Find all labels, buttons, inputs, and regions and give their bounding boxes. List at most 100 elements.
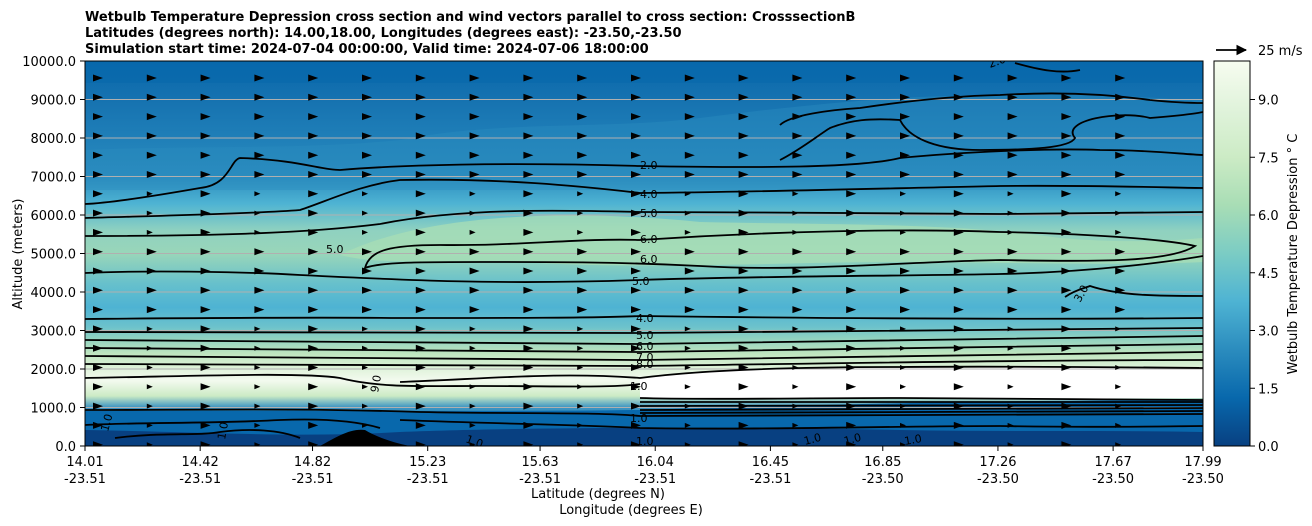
- wind-vector: [200, 132, 211, 140]
- wind-vector: [415, 344, 426, 352]
- wind-vector: [900, 93, 910, 101]
- wind-vector: [93, 402, 103, 410]
- wind-vector: [1061, 74, 1072, 82]
- wind-vector: [415, 113, 426, 121]
- wind-vector: [1115, 171, 1126, 178]
- wind-vector: [254, 113, 265, 121]
- wind-vector: [1061, 344, 1072, 352]
- contour-label: 1.0: [636, 435, 654, 448]
- wind-vector: [415, 402, 426, 410]
- contour-line: [639, 404, 1203, 407]
- wind-vector: [415, 228, 426, 236]
- wind-vector: [93, 132, 103, 140]
- wind-vector: [684, 306, 695, 314]
- wind-vector: [1115, 306, 1126, 314]
- wind-vector: [792, 93, 803, 101]
- wind-vector: [900, 286, 910, 294]
- wind-vector: [1115, 267, 1126, 275]
- wind-vector: [469, 442, 476, 446]
- wind-vector: [631, 132, 641, 140]
- wind-vector: [308, 364, 319, 371]
- wind-vector: [1061, 421, 1072, 429]
- wind-vector: [362, 286, 372, 294]
- title-line-2: Latitudes (degrees north): 14.00,18.00, …: [85, 26, 682, 41]
- wind-vector: [900, 306, 910, 314]
- wind-vector: [953, 113, 964, 121]
- wind-vector: [362, 191, 368, 197]
- wind-vector: [738, 113, 749, 121]
- wind-vector: [1007, 345, 1014, 351]
- contour-line: [85, 209, 1203, 237]
- wind-vector: [362, 384, 368, 390]
- wind-vector: [738, 402, 749, 410]
- wind-vector: [953, 306, 964, 314]
- wind-vector: [953, 171, 964, 178]
- wind-vector: [738, 267, 749, 275]
- x-tick-label-lon: -23.50: [1092, 472, 1134, 487]
- wind-vector: [146, 229, 153, 235]
- saturated-layer: [640, 367, 1203, 399]
- wind-vector: [1007, 113, 1018, 121]
- wind-vector: [577, 422, 584, 428]
- wind-vector: [415, 209, 426, 217]
- wind-vector: [308, 267, 319, 275]
- wind-vector: [469, 326, 476, 332]
- wind-vector: [1061, 190, 1072, 198]
- wind-vector: [792, 248, 803, 256]
- wind-vector: [93, 228, 103, 236]
- wind-vector: [953, 132, 964, 140]
- wind-vector: [523, 132, 534, 140]
- wind-vector: [846, 132, 857, 140]
- wind-vector: [308, 93, 319, 101]
- wind-vectors: [93, 74, 1126, 446]
- wind-vector: [577, 171, 588, 178]
- wind-vector: [146, 326, 153, 332]
- wind-vector: [577, 442, 584, 446]
- wind-vector: [469, 422, 476, 428]
- wind-vector: [953, 93, 964, 101]
- wind-vector: [146, 384, 153, 390]
- wind-vector: [953, 344, 964, 352]
- wind-vector: [1007, 191, 1014, 197]
- contour-label: 1.0: [630, 380, 648, 393]
- x-tick-label-lat: 14.42: [182, 455, 219, 470]
- wind-vector: [146, 151, 157, 159]
- contour-label: 1.0: [215, 421, 231, 440]
- wind-vector: [415, 306, 426, 314]
- contour-line: [85, 343, 1203, 353]
- wind-vector: [846, 402, 857, 410]
- wind-vector: [362, 442, 368, 446]
- wind-vector: [469, 384, 476, 390]
- y-tick-label: 5000.0: [31, 248, 77, 263]
- wind-vector: [254, 151, 265, 159]
- wind-vector: [1061, 364, 1072, 371]
- contour-label: 9.0: [368, 374, 384, 393]
- wind-vector: [738, 151, 749, 159]
- wind-vector: [1061, 171, 1072, 178]
- y-tick-label: 1000.0: [31, 402, 77, 417]
- wind-vector: [792, 267, 803, 275]
- wind-vector: [523, 113, 534, 121]
- wind-vector: [900, 403, 906, 409]
- wind-vector: [577, 93, 588, 101]
- wind-vector: [631, 306, 641, 314]
- wind-vector: [415, 364, 426, 371]
- colorbar-tick-label: 3.0: [1258, 325, 1279, 340]
- wind-vector: [953, 421, 964, 429]
- wind-vector: [1115, 132, 1126, 140]
- wind-vector: [200, 190, 211, 198]
- wind-vector: [146, 93, 157, 101]
- wind-vector: [523, 267, 534, 275]
- wind-vector: [469, 267, 480, 275]
- wind-vector: [738, 286, 749, 294]
- wind-vector: [93, 171, 103, 178]
- wind-vector: [415, 132, 426, 140]
- x-tick-label-lon: -23.51: [407, 472, 449, 487]
- wind-vector: [1115, 191, 1122, 197]
- wind-vector: [200, 344, 211, 352]
- wind-vector: [200, 402, 211, 410]
- wind-vector: [362, 132, 372, 140]
- wind-vector: [308, 325, 319, 333]
- x-axis: 14.01 -23.51 14.42 -23.51 14.82 -23.51 15.23 -2…: [64, 446, 1224, 487]
- wind-vector: [1115, 345, 1122, 351]
